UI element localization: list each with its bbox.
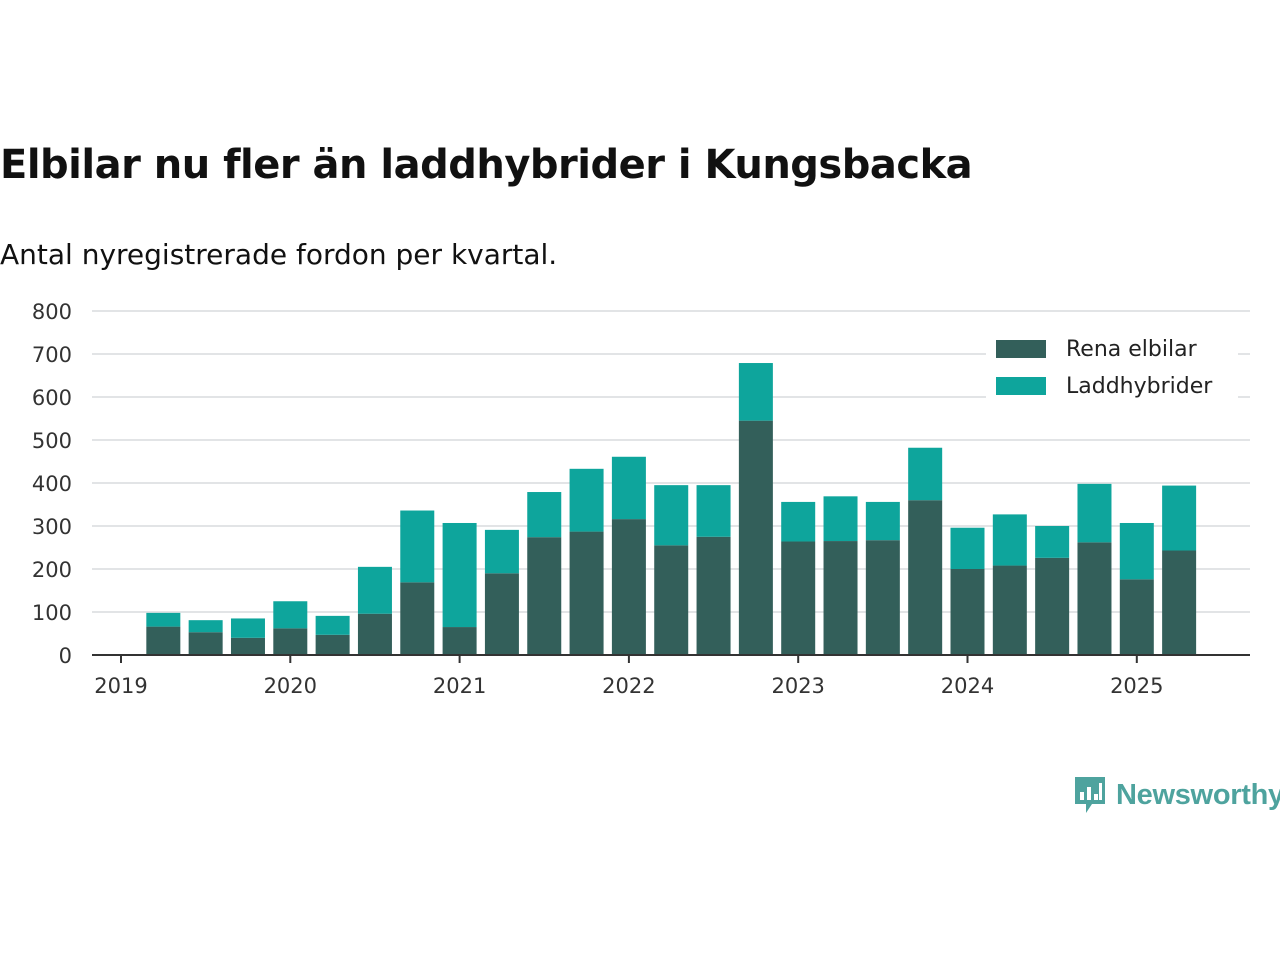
bar-rena-elbilar (611, 519, 646, 655)
bar-rena-elbilar (1162, 550, 1197, 655)
bar-laddhybrider (1119, 522, 1154, 580)
y-tick-label: 400 (32, 472, 72, 496)
bar-laddhybrider (1035, 526, 1070, 558)
bar-laddhybrider (908, 447, 943, 501)
x-axis: 2019 2020 2021 2022 2023 2024 2025 (92, 654, 1250, 698)
bar-laddhybrider (146, 612, 181, 627)
bar-laddhybrider (738, 363, 773, 421)
bar-laddhybrider (357, 566, 392, 614)
legend: Rena elbilar Laddhybrider (986, 330, 1238, 402)
bar-laddhybrider (781, 501, 816, 542)
legend-label-rena-elbilar: Rena elbilar (1066, 337, 1198, 362)
bar-rena-elbilar (696, 536, 731, 655)
bar-laddhybrider (992, 514, 1027, 566)
bar-rena-elbilar (654, 545, 689, 655)
chart-title: Elbilar nu fler än laddhybrider i Kungsb… (0, 142, 973, 188)
x-tick-label: 2024 (941, 674, 994, 698)
x-tick-label: 2020 (264, 674, 317, 698)
bar-laddhybrider (1077, 483, 1112, 543)
bar-rena-elbilar (146, 626, 181, 655)
bar-rena-elbilar (442, 627, 477, 655)
bar-rena-elbilar (1077, 542, 1112, 655)
x-tick-label: 2021 (433, 674, 486, 698)
bar-rena-elbilar (357, 613, 392, 655)
bar-rena-elbilar (315, 634, 350, 655)
legend-swatch-laddhybrider (996, 377, 1046, 395)
y-tick-label: 0 (59, 644, 72, 668)
bar-laddhybrider (400, 510, 435, 583)
bar-laddhybrider (315, 615, 350, 635)
bar-laddhybrider (696, 485, 731, 537)
bars (146, 363, 1197, 655)
y-tick-label: 100 (32, 601, 72, 625)
chart-subtitle: Antal nyregistrerade fordon per kvartal. (0, 238, 558, 271)
bar-laddhybrider (654, 485, 689, 546)
bar-rena-elbilar (188, 632, 223, 655)
bar-rena-elbilar (527, 537, 562, 655)
bar-rena-elbilar (400, 582, 435, 655)
bar-rena-elbilar (569, 531, 604, 655)
bar-laddhybrider (230, 618, 265, 638)
legend-swatch-rena-elbilar (996, 340, 1046, 358)
legend-label-laddhybrider: Laddhybrider (1066, 374, 1213, 399)
bar-laddhybrider (823, 496, 858, 542)
bar-laddhybrider (950, 527, 985, 569)
bar-rena-elbilar (273, 628, 308, 655)
bar-laddhybrider (527, 492, 562, 538)
bar-rena-elbilar (992, 565, 1027, 655)
y-tick-label: 800 (32, 300, 72, 324)
bar-rena-elbilar (781, 541, 816, 655)
y-tick-label: 200 (32, 558, 72, 582)
bar-rena-elbilar (823, 541, 858, 655)
bar-rena-elbilar (484, 573, 519, 655)
x-tick-label: 2025 (1110, 674, 1163, 698)
bar-laddhybrider (442, 522, 477, 628)
bar-laddhybrider (865, 501, 900, 541)
bar-laddhybrider (188, 620, 223, 633)
y-tick-label: 600 (32, 386, 72, 410)
y-tick-label: 700 (32, 343, 72, 367)
bar-rena-elbilar (908, 500, 943, 655)
bar-rena-elbilar (950, 569, 985, 655)
bar-laddhybrider (569, 468, 604, 532)
bar-laddhybrider (1162, 485, 1197, 551)
x-tick-label: 2022 (602, 674, 655, 698)
newsworthy-logo: Newsworthy (1072, 774, 1280, 816)
bar-rena-elbilar (230, 637, 265, 655)
bar-rena-elbilar (738, 420, 773, 655)
bar-rena-elbilar (865, 540, 900, 655)
brand-name: Newsworthy (1116, 778, 1280, 811)
x-tick-label: 2019 (94, 674, 147, 698)
bar-laddhybrider (611, 456, 646, 520)
x-tick-label: 2023 (771, 674, 824, 698)
newsworthy-logo-icon (1075, 777, 1105, 813)
bar-laddhybrider (484, 529, 519, 574)
bar-rena-elbilar (1119, 579, 1154, 655)
bar-laddhybrider (273, 601, 308, 629)
bar-rena-elbilar (1035, 557, 1070, 655)
y-tick-label: 500 (32, 429, 72, 453)
y-tick-label: 300 (32, 515, 72, 539)
